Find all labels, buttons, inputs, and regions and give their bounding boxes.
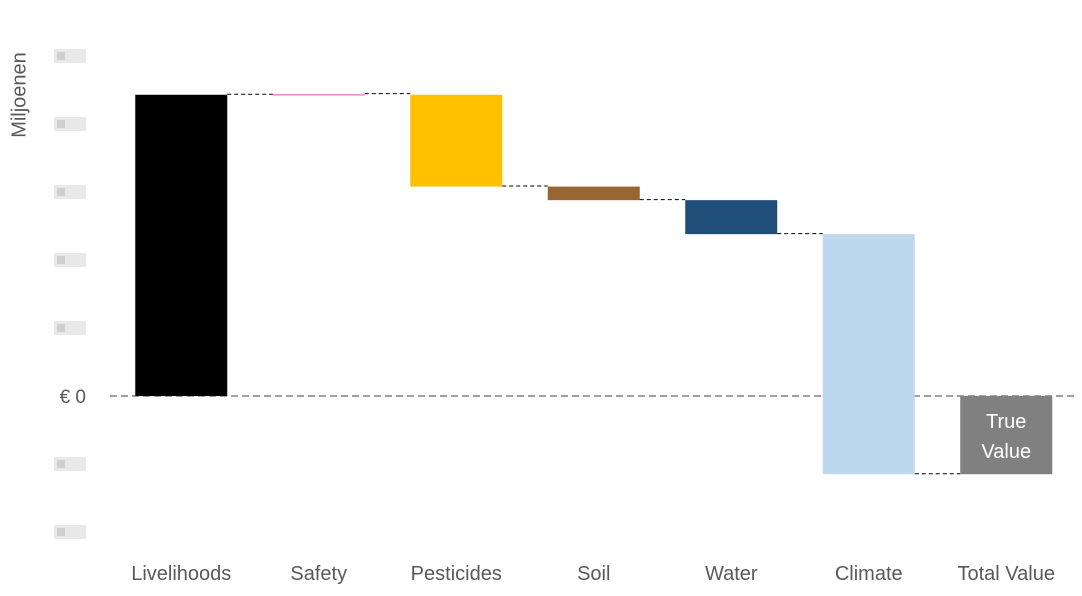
bar-climate [822, 234, 915, 475]
bar-pesticides [410, 94, 503, 187]
bar-water [685, 200, 778, 235]
y-tick-label-obscured-mark [57, 256, 65, 264]
bar-safety [272, 94, 365, 96]
total-bar-label-line: Value [981, 441, 1031, 463]
x-tick-label: Safety [290, 563, 347, 585]
y-tick-label-zero: € 0 [60, 387, 86, 408]
y-tick-label-obscured-mark [57, 324, 65, 332]
bar-livelihoods [135, 94, 228, 396]
y-tick-label-obscured-mark [57, 528, 65, 536]
bar-total-value [960, 396, 1053, 475]
x-tick-label: Water [705, 563, 758, 585]
x-tick-label: Climate [835, 563, 903, 585]
bar-soil [547, 186, 640, 201]
y-tick-label-obscured-mark [57, 188, 65, 196]
x-tick-label: Total Value [958, 563, 1055, 585]
x-tick-label: Soil [577, 563, 610, 585]
chart-bars [135, 94, 1053, 475]
x-tick-label: Pesticides [411, 563, 502, 585]
y-tick-label-obscured-mark [57, 120, 65, 128]
x-tick-label: Livelihoods [131, 563, 231, 585]
x-axis-labels: Livelihoods Safety Pesticides Soil Water Clim… [131, 563, 1055, 585]
y-tick-label-obscured-mark [57, 460, 65, 468]
connector-lines [227, 93, 961, 475]
y-tick-label-obscured-mark [57, 52, 65, 60]
total-bar-label: True Value [981, 411, 1031, 463]
total-bar-label-line: True [986, 411, 1026, 433]
y-axis-ticks: € 0 [54, 49, 86, 539]
